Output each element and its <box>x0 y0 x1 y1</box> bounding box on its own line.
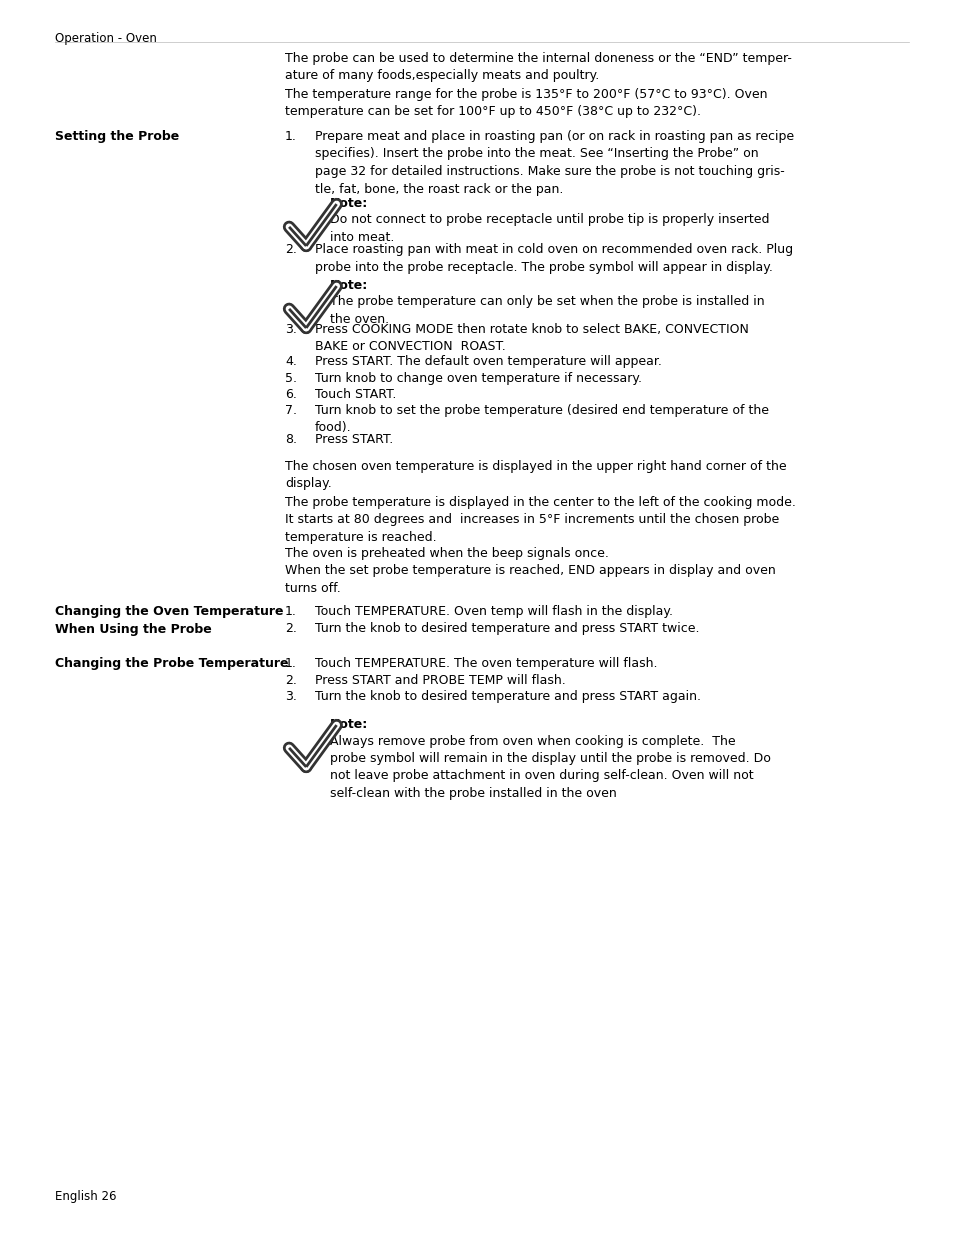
Text: Note:: Note: <box>330 718 368 731</box>
Text: Turn the knob to desired temperature and press START again.: Turn the knob to desired temperature and… <box>314 690 700 703</box>
Text: 1.: 1. <box>285 605 296 618</box>
Text: 1.: 1. <box>285 657 296 671</box>
Text: Press COOKING MODE then rotate knob to select BAKE, CONVECTION
BAKE or CONVECTIO: Press COOKING MODE then rotate knob to s… <box>314 324 748 353</box>
Text: Changing the Oven Temperature
When Using the Probe: Changing the Oven Temperature When Using… <box>55 605 283 636</box>
Text: 7.: 7. <box>285 404 296 417</box>
Text: Press START and PROBE TEMP will flash.: Press START and PROBE TEMP will flash. <box>314 674 565 687</box>
Text: 2.: 2. <box>285 622 296 635</box>
Text: Touch START.: Touch START. <box>314 388 395 401</box>
Text: The oven is preheated when the beep signals once.: The oven is preheated when the beep sign… <box>285 547 608 559</box>
Text: Note:: Note: <box>330 198 368 210</box>
Text: The chosen oven temperature is displayed in the upper right hand corner of the
d: The chosen oven temperature is displayed… <box>285 459 786 490</box>
Text: 2.: 2. <box>285 243 296 256</box>
Text: Turn knob to set the probe temperature (desired end temperature of the
food).: Turn knob to set the probe temperature (… <box>314 404 768 435</box>
Text: 1.: 1. <box>285 130 296 143</box>
Text: Prepare meat and place in roasting pan (or on rack in roasting pan as recipe
spe: Prepare meat and place in roasting pan (… <box>314 130 793 195</box>
Text: Do not connect to probe receptacle until probe tip is properly inserted
into mea: Do not connect to probe receptacle until… <box>330 214 769 245</box>
Text: Turn the knob to desired temperature and press START twice.: Turn the knob to desired temperature and… <box>314 622 699 635</box>
Text: The probe temperature can only be set when the probe is installed in
the oven.: The probe temperature can only be set wh… <box>330 295 763 326</box>
Text: Setting the Probe: Setting the Probe <box>55 130 179 143</box>
Text: Touch TEMPERATURE. Oven temp will flash in the display.: Touch TEMPERATURE. Oven temp will flash … <box>314 605 672 618</box>
Text: English 26: English 26 <box>55 1191 116 1203</box>
Text: Place roasting pan with meat in cold oven on recommended oven rack. Plug
probe i: Place roasting pan with meat in cold ove… <box>314 243 792 273</box>
Text: Touch TEMPERATURE. The oven temperature will flash.: Touch TEMPERATURE. The oven temperature … <box>314 657 657 671</box>
Text: Press START. The default oven temperature will appear.: Press START. The default oven temperatur… <box>314 354 661 368</box>
Text: The probe temperature is displayed in the center to the left of the cooking mode: The probe temperature is displayed in th… <box>285 496 795 543</box>
Text: 3.: 3. <box>285 690 296 703</box>
Text: Operation - Oven: Operation - Oven <box>55 32 156 44</box>
Text: Note:: Note: <box>330 279 368 291</box>
Text: The probe can be used to determine the internal doneness or the “END” temper-
at: The probe can be used to determine the i… <box>285 52 791 83</box>
Text: 2.: 2. <box>285 674 296 687</box>
Text: 5.: 5. <box>285 372 296 385</box>
Text: 6.: 6. <box>285 388 296 401</box>
Text: Changing the Probe Temperature: Changing the Probe Temperature <box>55 657 288 671</box>
Text: Always remove probe from oven when cooking is complete.  The
probe symbol will r: Always remove probe from oven when cooki… <box>330 735 770 800</box>
Text: 8.: 8. <box>285 433 296 446</box>
Text: The temperature range for the probe is 135°F to 200°F (57°C to 93°C). Oven
tempe: The temperature range for the probe is 1… <box>285 88 767 119</box>
Text: Press START.: Press START. <box>314 433 393 446</box>
Text: When the set probe temperature is reached, END appears in display and oven
turns: When the set probe temperature is reache… <box>285 564 775 594</box>
Text: 4.: 4. <box>285 354 296 368</box>
Text: 3.: 3. <box>285 324 296 336</box>
Text: Turn knob to change oven temperature if necessary.: Turn knob to change oven temperature if … <box>314 372 641 385</box>
